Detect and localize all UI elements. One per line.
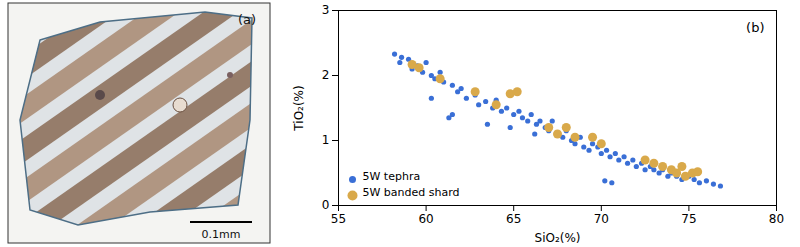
svg-text:75: 75 xyxy=(681,212,696,226)
svg-text:TiO₂(%): TiO₂(%) xyxy=(292,85,306,131)
svg-text:1: 1 xyxy=(322,133,330,147)
svg-text:80: 80 xyxy=(769,212,784,226)
svg-text:(a): (a) xyxy=(238,12,256,27)
svg-text:55: 55 xyxy=(331,212,346,226)
svg-text:60: 60 xyxy=(418,212,433,226)
svg-text:SiO₂(%): SiO₂(%) xyxy=(535,231,581,245)
svg-text:0.1mm: 0.1mm xyxy=(202,228,241,241)
svg-text:3: 3 xyxy=(322,3,330,17)
svg-text:5W tephra: 5W tephra xyxy=(363,170,421,183)
svg-text:(b): (b) xyxy=(746,20,764,35)
svg-text:70: 70 xyxy=(594,212,609,226)
svg-text:5W banded shard: 5W banded shard xyxy=(363,186,460,199)
svg-text:65: 65 xyxy=(506,212,521,226)
svg-text:2: 2 xyxy=(322,68,330,82)
svg-text:0: 0 xyxy=(322,198,330,212)
